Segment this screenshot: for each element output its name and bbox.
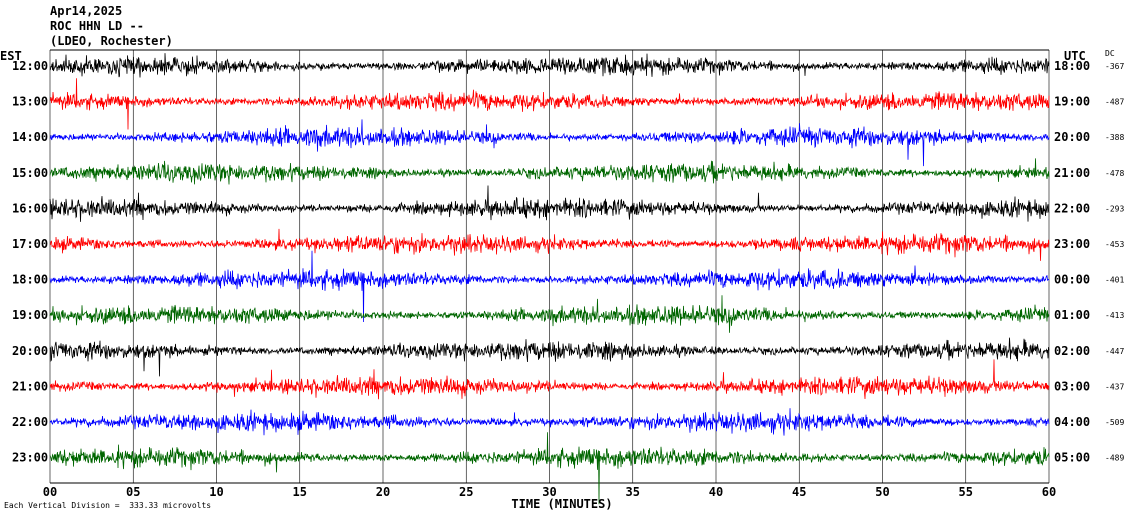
- seismic-trace: [49, 228, 1050, 261]
- seismic-trace: [49, 185, 1050, 222]
- x-tick-label: 30: [542, 485, 556, 499]
- utc-hour-label: 23:00: [1054, 237, 1090, 251]
- header-station: ROC HHN LD --: [50, 19, 144, 33]
- row-labels: 12:00 18:00 -367 13:00 19:00 -487 14:00 20:00 -3…: [12, 59, 1124, 465]
- utc-hour-label: 03:00: [1054, 379, 1090, 393]
- dc-offset-label: -453: [1105, 240, 1124, 249]
- x-tick-label: 45: [792, 485, 806, 499]
- dc-offset-label: -487: [1105, 98, 1124, 107]
- utc-hour-label: 21:00: [1054, 166, 1090, 180]
- seismic-trace: [49, 295, 1050, 333]
- x-tick-label: 60: [1042, 485, 1056, 499]
- x-tick-label: 15: [293, 485, 307, 499]
- utc-hour-label: 00:00: [1054, 273, 1090, 287]
- est-hour-label: 16:00: [12, 201, 48, 215]
- est-axis-label: EST: [0, 49, 22, 63]
- time-gridlines: [49, 49, 1050, 484]
- dc-offset-label: -401: [1105, 276, 1124, 285]
- x-tick-label: 10: [209, 485, 223, 499]
- x-tick-label: 50: [875, 485, 889, 499]
- utc-hour-label: 05:00: [1054, 451, 1090, 465]
- est-hour-label: 12:00: [12, 59, 48, 73]
- utc-hour-label: 01:00: [1054, 308, 1090, 322]
- est-hour-label: 18:00: [12, 273, 48, 287]
- dc-offset-label: -509: [1105, 418, 1124, 427]
- x-tick-label: 05: [126, 485, 140, 499]
- seismic-trace: [49, 432, 1050, 505]
- header-network: (LDEO, Rochester): [50, 34, 173, 48]
- dc-offset-label: -489: [1105, 454, 1124, 463]
- utc-hour-label: 20:00: [1054, 130, 1090, 144]
- scale-footer: Each Vertical Division = 333.33 microvol…: [4, 501, 211, 510]
- est-hour-label: 13:00: [12, 95, 48, 109]
- est-hour-label: 23:00: [12, 451, 48, 465]
- dc-offset-label: -367: [1105, 62, 1124, 71]
- est-hour-label: 22:00: [12, 415, 48, 429]
- est-hour-label: 19:00: [12, 308, 48, 322]
- dc-offset-label: -437: [1105, 382, 1124, 391]
- seismic-trace: [49, 250, 1050, 323]
- seismic-trace: [49, 53, 1050, 78]
- x-tick-label: 55: [959, 485, 973, 499]
- x-tick-labels: 00 05 10 15 20 25 30 35 40 45 50 55 60: [43, 485, 1056, 499]
- dc-offset-label: -447: [1105, 347, 1124, 356]
- dc-axis-label: DC: [1105, 49, 1115, 58]
- x-tick-label: 00: [43, 485, 57, 499]
- seismic-trace: [49, 78, 1050, 130]
- scale-text: Each Vertical Division = 333.33 microvol…: [4, 501, 212, 510]
- utc-hour-label: 04:00: [1054, 415, 1090, 429]
- est-hour-label: 14:00: [12, 130, 48, 144]
- utc-axis-label: UTC: [1064, 49, 1086, 63]
- utc-hour-label: 19:00: [1054, 95, 1090, 109]
- x-axis-title: TIME (MINUTES): [511, 497, 612, 511]
- x-tick-label: 25: [459, 485, 473, 499]
- utc-hour-label: 18:00: [1054, 59, 1090, 73]
- dc-offset-label: -388: [1105, 133, 1124, 142]
- est-hour-label: 20:00: [12, 344, 48, 358]
- utc-hour-label: 02:00: [1054, 344, 1090, 358]
- x-tick-label: 40: [709, 485, 723, 499]
- seismic-trace: [49, 408, 1050, 436]
- x-tick-label: 35: [626, 485, 640, 499]
- header-date: Apr14,2025: [50, 4, 123, 18]
- dc-offset-label: -293: [1105, 204, 1124, 213]
- est-hour-label: 17:00: [12, 237, 48, 251]
- dc-offset-label: -478: [1105, 169, 1124, 178]
- dc-offset-label: -413: [1105, 311, 1124, 320]
- est-hour-label: 21:00: [12, 379, 48, 393]
- seismic-trace: [49, 119, 1050, 167]
- seismic-trace: [49, 337, 1050, 377]
- seismic-trace: [49, 359, 1050, 400]
- seismic-trace: [49, 158, 1050, 185]
- x-tick-label: 20: [376, 485, 390, 499]
- trace-group: [49, 53, 1050, 505]
- utc-hour-label: 22:00: [1054, 201, 1090, 215]
- est-hour-label: 15:00: [12, 166, 48, 180]
